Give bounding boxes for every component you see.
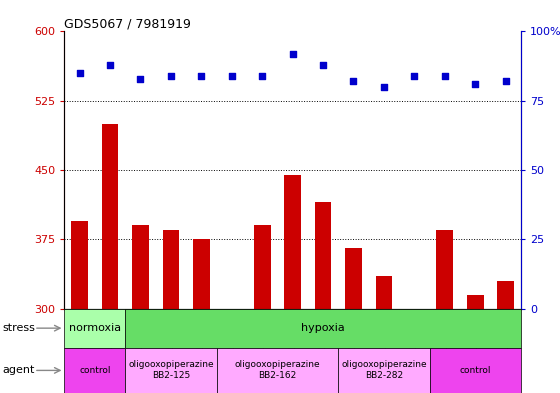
Bar [132,225,149,309]
Bar [430,348,521,393]
Text: stress: stress [3,323,36,333]
Point [136,75,145,82]
Point [197,73,206,79]
Point [106,62,115,68]
Bar [64,348,125,393]
Bar [125,348,217,393]
Text: oligooxopiperazine
BB2-282: oligooxopiperazine BB2-282 [341,360,427,380]
Point [288,50,297,57]
Point [471,81,480,87]
Text: control: control [459,366,491,375]
Bar [125,309,521,348]
Point [380,84,389,90]
Bar [102,124,118,309]
Point [227,73,236,79]
Bar [436,230,453,309]
Text: agent: agent [3,365,35,375]
Bar [217,348,338,393]
Text: control: control [79,366,110,375]
Point [75,70,84,76]
Point [501,78,510,84]
Text: normoxia: normoxia [69,323,121,333]
Bar [64,309,125,348]
Text: oligooxopiperazine
BB2-162: oligooxopiperazine BB2-162 [235,360,320,380]
Bar [345,248,362,309]
Bar [315,202,332,309]
Bar [376,276,392,309]
Point [440,73,449,79]
Point [319,62,328,68]
Bar [193,239,209,309]
Text: GDS5067 / 7981919: GDS5067 / 7981919 [64,17,192,30]
Text: hypoxia: hypoxia [301,323,345,333]
Bar [162,230,179,309]
Bar [254,225,270,309]
Point [349,78,358,84]
Text: oligooxopiperazine
BB2-125: oligooxopiperazine BB2-125 [128,360,214,380]
Point [258,73,267,79]
Point [410,73,419,79]
Bar [71,221,88,309]
Bar [284,174,301,309]
Bar [497,281,514,309]
Bar [467,295,483,309]
Point [166,73,175,79]
Bar [338,348,430,393]
